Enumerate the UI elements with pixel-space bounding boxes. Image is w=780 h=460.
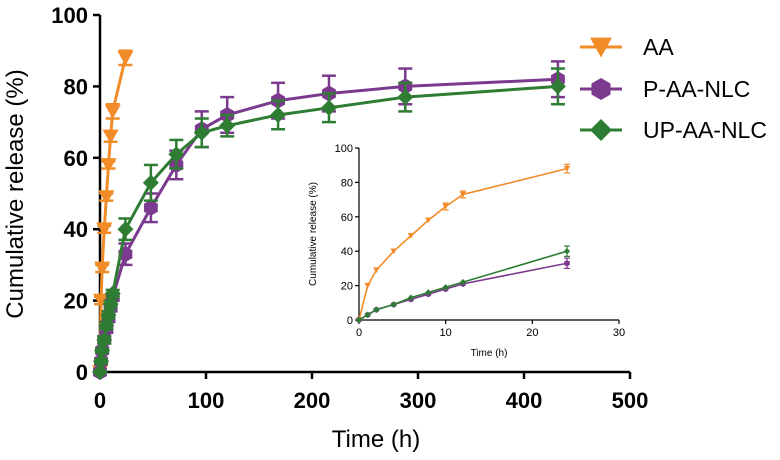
main-x-tick-label: 300 bbox=[400, 388, 437, 413]
legend-marker-p-aa-nlc bbox=[591, 78, 611, 100]
main-point-aa bbox=[98, 190, 115, 205]
main-y-axis-title: Cumulative release (%) bbox=[2, 69, 29, 318]
inset-y-tick-label: 40 bbox=[341, 246, 353, 258]
inset-series-aa bbox=[355, 163, 571, 324]
main-point-aa bbox=[117, 51, 134, 66]
inset-point-up-aa-nlc bbox=[373, 306, 380, 313]
main-point-up-aa-nlc bbox=[320, 99, 337, 116]
main-point-up-aa-nlc bbox=[104, 285, 121, 302]
main-point-p-aa-nlc bbox=[143, 199, 158, 216]
inset-y-axis-title: Cumulative release (%) bbox=[308, 182, 319, 286]
inset-y-tick-label: 100 bbox=[335, 143, 353, 155]
main-y-tick-label: 20 bbox=[64, 289, 88, 314]
main-point-up-aa-nlc bbox=[98, 317, 115, 334]
inset-y-tick-label: 20 bbox=[341, 281, 353, 293]
legend-label-aa: AA bbox=[643, 34, 674, 60]
main-x-axis-title: Time (h) bbox=[332, 426, 420, 453]
legend-label-up-aa-nlc: UP-AA-NLC bbox=[643, 117, 767, 143]
legend-label-p-aa-nlc: P-AA-NLC bbox=[643, 76, 750, 102]
main-point-aa bbox=[104, 104, 121, 119]
main-point-up-aa-nlc bbox=[102, 296, 119, 313]
inset-y-tick-label: 60 bbox=[341, 212, 353, 224]
main-point-up-aa-nlc bbox=[93, 353, 110, 370]
inset-y-tick-label: 80 bbox=[341, 177, 353, 189]
main-point-up-aa-nlc bbox=[270, 106, 287, 123]
inset-x-tick-label: 30 bbox=[613, 327, 625, 339]
main-point-up-aa-nlc bbox=[94, 342, 111, 359]
legend-marker-up-aa-nlc bbox=[590, 119, 612, 141]
inset-y-tick-label: 0 bbox=[347, 315, 353, 327]
inset-point-up-aa-nlc bbox=[459, 278, 467, 286]
inset-point-up-aa-nlc bbox=[407, 294, 415, 301]
main-point-up-aa-nlc bbox=[92, 364, 108, 380]
main-y-tick-label: 0 bbox=[76, 360, 88, 385]
main-point-aa bbox=[94, 261, 111, 277]
main-point-aa bbox=[100, 158, 117, 173]
legend: AA P-AA-NLC UP-AA-NLC bbox=[580, 34, 767, 143]
main-point-up-aa-nlc bbox=[549, 78, 566, 95]
main-point-up-aa-nlc bbox=[142, 174, 159, 191]
inset-point-aa bbox=[364, 282, 371, 289]
inset-x-tick-label: 20 bbox=[526, 327, 538, 339]
main-y-tick-label: 60 bbox=[64, 146, 88, 171]
main-point-up-aa-nlc bbox=[96, 331, 113, 348]
main-series-up-aa-nlc bbox=[92, 67, 566, 380]
inset-point-aa bbox=[425, 217, 432, 224]
legend-marker-shape bbox=[590, 119, 612, 141]
main-point-aa bbox=[96, 222, 113, 237]
inset-point-aa bbox=[459, 191, 467, 198]
main-axes bbox=[98, 15, 630, 374]
main-x-tick-label: 200 bbox=[294, 388, 331, 413]
main-x-tick-label: 100 bbox=[188, 388, 225, 413]
main-y-tick-label: 100 bbox=[51, 3, 88, 28]
legend-marker-shape bbox=[590, 37, 612, 58]
main-point-up-aa-nlc bbox=[397, 89, 414, 106]
inset-point-aa bbox=[373, 267, 380, 274]
main-point-aa bbox=[93, 293, 110, 309]
inset-point-p-aa-nlc bbox=[564, 260, 570, 267]
inset-point-up-aa-nlc bbox=[364, 311, 371, 319]
main-point-aa bbox=[102, 129, 119, 144]
legend-entry-aa: AA bbox=[580, 34, 674, 60]
inset-point-aa bbox=[563, 165, 571, 172]
main-series-group bbox=[92, 49, 566, 380]
inset-point-up-aa-nlc bbox=[355, 316, 363, 324]
legend-entry-p-aa-nlc: P-AA-NLC bbox=[580, 76, 750, 102]
main-x-tick-label: 500 bbox=[612, 388, 649, 413]
inset-point-up-aa-nlc bbox=[442, 284, 449, 291]
main-point-up-aa-nlc bbox=[100, 306, 117, 323]
main-point-up-aa-nlc bbox=[117, 221, 134, 238]
inset-point-up-aa-nlc bbox=[563, 248, 571, 255]
inset-ticks: 0 10 20 30 0 20 40 60 80 100 bbox=[335, 143, 625, 339]
inset-series-p-aa-nlc bbox=[356, 257, 570, 324]
main-point-up-aa-nlc bbox=[219, 117, 236, 134]
inset-point-up-aa-nlc bbox=[390, 301, 397, 308]
main-x-tick-label: 0 bbox=[94, 388, 106, 413]
inset-point-aa bbox=[442, 203, 449, 210]
main-y-tick-label: 80 bbox=[64, 74, 88, 99]
inset-series-group bbox=[355, 163, 571, 324]
inset-point-up-aa-nlc bbox=[425, 289, 432, 296]
main-line-up-aa-nlc bbox=[98, 84, 559, 373]
inset-series-up-aa-nlc bbox=[355, 245, 571, 324]
inset-x-tick-label: 0 bbox=[356, 327, 362, 339]
main-x-tick-label: 400 bbox=[506, 388, 543, 413]
legend-entry-up-aa-nlc: UP-AA-NLC bbox=[580, 117, 767, 143]
legend-marker-shape bbox=[591, 78, 611, 100]
inset-line-p-aa-nlc bbox=[358, 262, 568, 321]
legend-marker-aa bbox=[590, 37, 612, 58]
main-point-up-aa-nlc bbox=[193, 124, 210, 141]
inset-axes bbox=[358, 148, 619, 321]
main-y-tick-label: 40 bbox=[64, 217, 88, 242]
inset-x-axis-title: Time (h) bbox=[471, 348, 508, 359]
inset-point-aa bbox=[390, 248, 397, 255]
inset-x-tick-label: 10 bbox=[440, 327, 452, 339]
main-point-up-aa-nlc bbox=[168, 146, 185, 163]
inset-point-aa bbox=[407, 233, 415, 239]
